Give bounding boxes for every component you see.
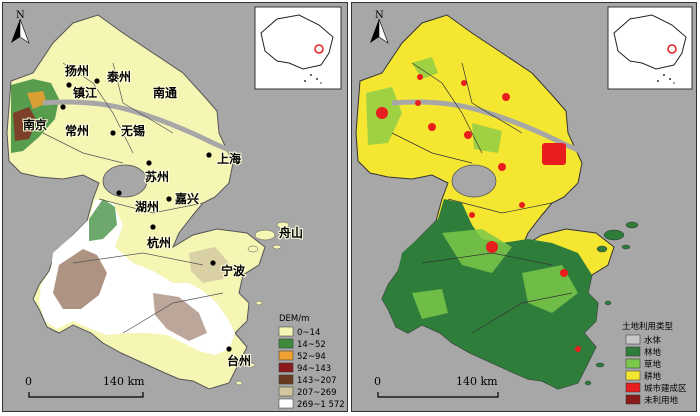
city-label: 泰州: [106, 69, 131, 84]
dem-hills-nanjing-high: [13, 107, 37, 141]
city-label: 扬州: [65, 63, 89, 78]
city-label: 镇江: [73, 85, 97, 100]
north-label-right: N: [375, 10, 384, 21]
scale-bar-left: 0 140 km: [25, 375, 145, 398]
city-label: 湖州: [135, 199, 159, 214]
urban-areas: [376, 74, 581, 352]
city-label: 常州: [65, 123, 89, 138]
landuse-legend-label: 耕地: [644, 371, 662, 382]
zhoushan-islands: [235, 221, 290, 386]
landuse-islands: [584, 221, 639, 386]
landuse-legend-swatch: [625, 382, 641, 393]
dem-legend-label: 94~143: [297, 364, 331, 374]
city-dot: [210, 260, 216, 266]
landuse-forest-south: [382, 199, 598, 389]
china-inset-left: [254, 6, 342, 90]
scale-end-label: 140 km: [103, 375, 145, 388]
dem-mountains-tan: [189, 247, 229, 283]
city-label: 南京: [23, 117, 47, 132]
city-label: 苏州: [145, 169, 169, 184]
city-dot: [94, 78, 100, 84]
city-dot: [110, 130, 116, 136]
dem-legend-label: 52~94: [297, 352, 326, 362]
city-dot: [116, 190, 122, 196]
landuse-legend-label: 未利用地: [644, 395, 679, 406]
taihu-lake: [102, 164, 148, 198]
city-dot: [40, 118, 46, 124]
landuse-yangtze-river: [391, 99, 582, 154]
city-label: 嘉兴: [174, 191, 199, 206]
dem-legend-label: 0~14: [297, 328, 320, 338]
landuse-legend-label: 林地: [644, 347, 662, 358]
city-dot: [150, 224, 156, 230]
landuse-legend-label: 城市建成区: [644, 383, 687, 394]
landuse-legend-label: 水体: [644, 335, 662, 346]
scale-start-label: 0: [25, 375, 32, 388]
landuse-legend-swatch: [625, 346, 641, 357]
city-dot: [146, 160, 152, 166]
dem-legend-label: 143~207: [297, 376, 337, 386]
landuse-taihu-lake: [451, 164, 497, 198]
city-label: 杭州: [147, 235, 171, 250]
north-arrow-left: N: [11, 10, 30, 44]
city-label: 宁波: [221, 263, 246, 278]
scale-bar-right: 0 140 km: [374, 375, 499, 398]
scale-start-label-right: 0: [374, 375, 381, 388]
city-label: 上海: [217, 151, 241, 166]
landuse-legend-swatch: [625, 334, 641, 345]
city-dot: [60, 104, 66, 110]
landuse-admin-boundaries: [391, 62, 573, 334]
city-label: 无锡: [120, 123, 145, 138]
city-dot: [78, 124, 84, 130]
north-label: N: [16, 10, 25, 21]
landuse-legend-label: 草地: [644, 359, 662, 370]
dem-mountains-green: [89, 199, 117, 241]
landuse-legend-swatch: [625, 394, 641, 405]
dem-mountains-south: [39, 199, 235, 355]
city-label: 南通: [153, 85, 177, 100]
dem-legend-swatch: [278, 386, 294, 397]
dem-legend-swatch: [278, 362, 294, 373]
landuse-map-panel: N 土地利用类型 水体 林地 草地 耕地 城市建成区 未利用地 0 140 km: [351, 2, 697, 412]
dem-legend: DEM/m 0~14 14~52 52~94 94~143 143~207 207~269…: [278, 314, 345, 410]
city-dot: [206, 152, 212, 158]
admin-boundaries: [42, 62, 224, 334]
dem-legend-label: 14~52: [297, 340, 326, 350]
city-label: 台州: [227, 353, 251, 368]
dem-hills-orange: [27, 91, 47, 109]
dem-legend-swatch: [278, 338, 294, 349]
dem-legend-label: 269~1 572: [297, 400, 345, 410]
city-dot: [66, 82, 72, 88]
scale-end-label-right: 140 km: [456, 375, 498, 388]
landuse-legend-swatch: [625, 370, 641, 381]
dem-legend-swatch: [278, 326, 294, 337]
dem-legend-title: DEM/m: [279, 314, 309, 324]
city-dot: [226, 346, 232, 352]
china-inset-right: [607, 6, 693, 90]
inset-location-marker: [314, 44, 324, 54]
landuse-legend-title: 土地利用类型: [622, 321, 674, 332]
dem-legend-label: 207~269: [297, 388, 337, 398]
dem-mountains-brown: [53, 249, 107, 309]
city-label: 舟山: [279, 225, 303, 240]
landuse-grass-patches: [412, 229, 578, 319]
dem-legend-swatch: [278, 374, 294, 385]
dem-legend-swatch: [278, 350, 294, 361]
dem-map-panel: N 扬州 泰州南通 镇江南京 常州 无锡上海苏州湖州 嘉兴杭州 舟山宁波台州 DEM/m 0…: [2, 2, 348, 412]
city-dot: [166, 196, 172, 202]
yangtze-river: [42, 99, 233, 154]
inset-location-marker-right: [667, 44, 677, 54]
landuse-legend-swatch: [625, 358, 641, 369]
dem-mountains-brown-2: [153, 293, 207, 341]
north-arrow-right: N: [370, 10, 389, 44]
dem-legend-swatch: [278, 398, 294, 409]
